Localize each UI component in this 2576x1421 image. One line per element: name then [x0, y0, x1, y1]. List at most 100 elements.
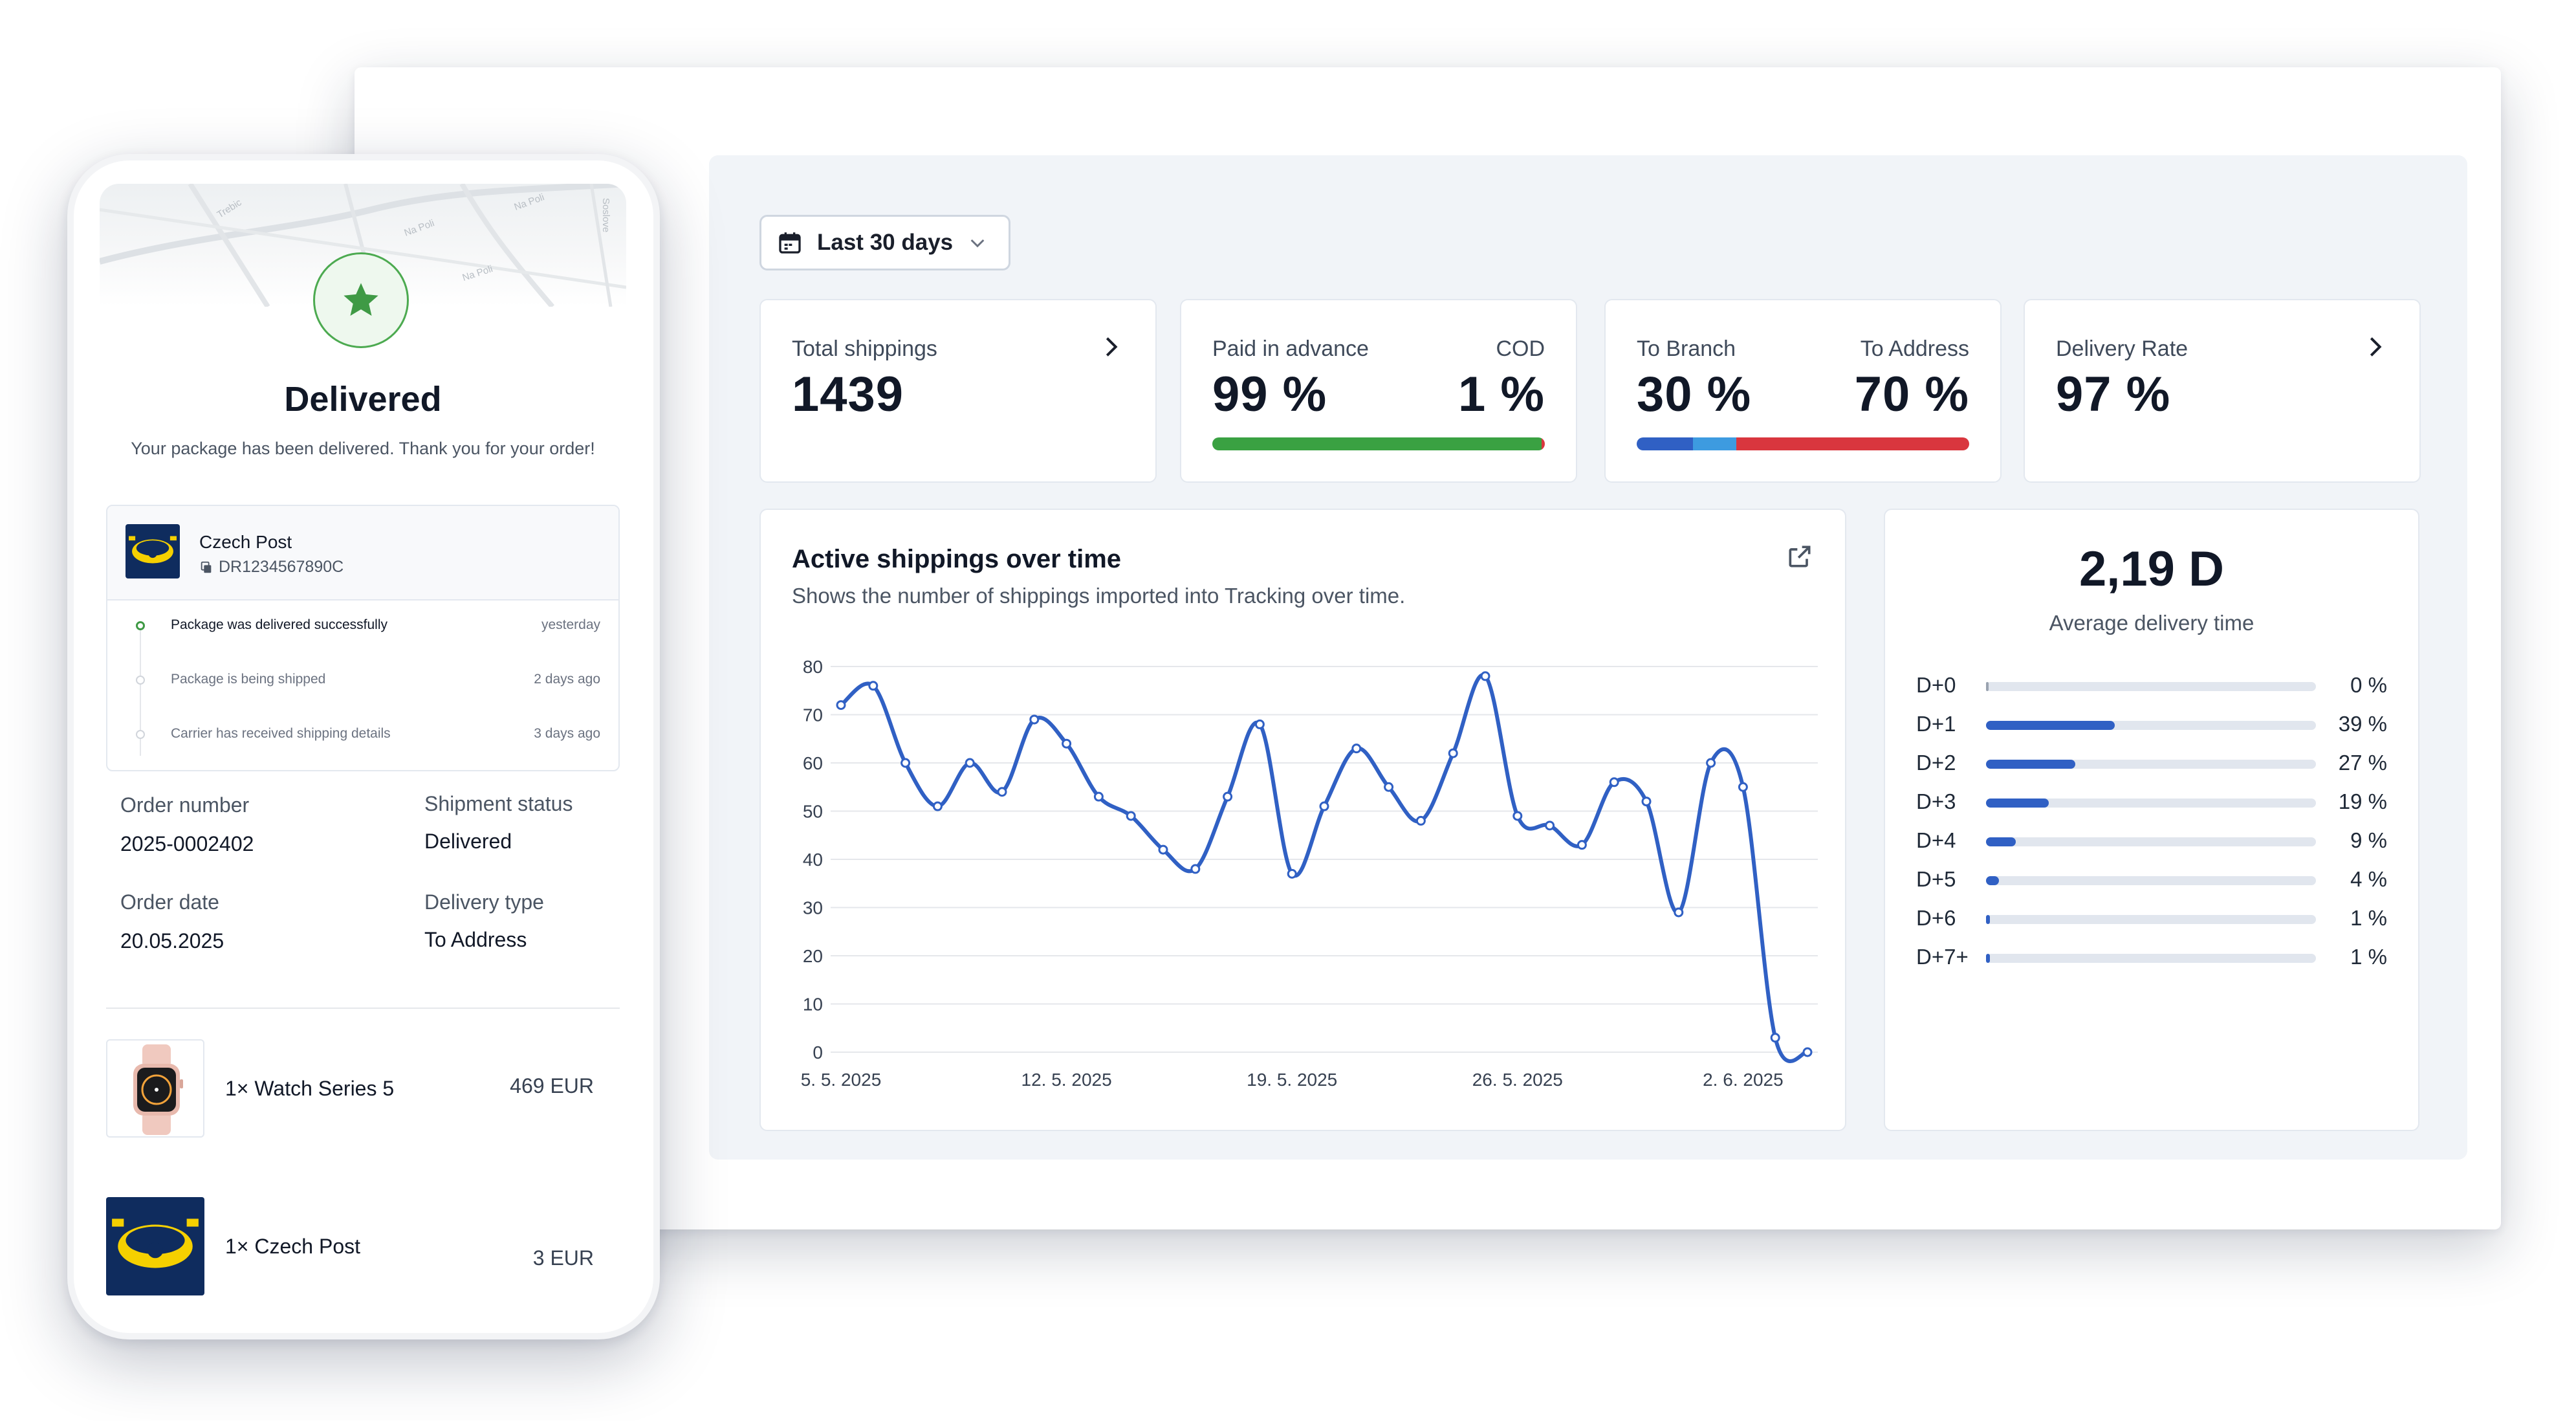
data-point: [1738, 782, 1748, 792]
y-tick-label: 0: [813, 1042, 823, 1063]
y-tick-label: 30: [803, 898, 823, 918]
delivery-day-label: D+6: [1916, 906, 1956, 930]
tracking-code-text: DR1234567890C: [219, 558, 344, 576]
delivery-bar-fill: [1986, 915, 1990, 924]
date-range-dropdown[interactable]: Last 30 days: [759, 215, 1010, 270]
data-point: [1351, 744, 1362, 754]
data-point: [1641, 797, 1652, 807]
delivery-distribution-row: D+0 0 %: [1916, 673, 2387, 699]
delivery-bar-track: [1986, 682, 2316, 691]
data-point: [1770, 1033, 1780, 1043]
data-point: [1093, 791, 1104, 802]
delivered-title: Delivered: [284, 380, 442, 419]
kpi-delivery-rate-label: Delivery Rate: [2056, 336, 2189, 361]
delivery-bar-fill: [1986, 721, 2115, 730]
data-point: [1029, 714, 1040, 725]
timeline-line: [140, 626, 141, 756]
data-point: [868, 681, 879, 691]
data-point: [1480, 671, 1490, 681]
data-point: [1674, 907, 1684, 918]
avg-delivery-label: Average delivery time: [2049, 611, 2254, 635]
delivery-day-label: D+0: [1916, 673, 1956, 697]
kpi-cod-label: COD: [1496, 336, 1545, 361]
kpi-to-address-value: 70 %: [1854, 367, 1969, 422]
delivery-bar-fill: [1986, 760, 2075, 769]
delivery-bar-track: [1986, 837, 2316, 846]
data-point: [1577, 840, 1587, 850]
delivery-distribution-row: D+1 39 %: [1916, 712, 2387, 738]
x-tick-label: 26. 5. 2025: [1472, 1070, 1563, 1090]
delivery-bar-fill: [1986, 876, 2000, 885]
data-point: [1384, 782, 1394, 792]
order-date-label: Order date: [120, 890, 219, 914]
delivery-distribution-row: D+4 9 %: [1916, 828, 2387, 854]
delivery-type-split-bar: [1637, 437, 1969, 450]
item-price: 469 EUR: [510, 1074, 594, 1097]
chart-title: Active shippings over time: [792, 545, 1122, 573]
kpi-to-branch-value: 30 %: [1637, 367, 1752, 422]
delivery-day-label: D+1: [1916, 712, 1956, 736]
delivery-distribution-row: D+3 19 %: [1916, 789, 2387, 815]
y-tick-label: 80: [803, 657, 823, 677]
payment-split-bar: [1212, 437, 1545, 450]
chevron-right-icon[interactable]: [1098, 334, 1124, 360]
kpi-total-shippings[interactable]: Total shippings 1439: [759, 299, 1157, 483]
data-point: [1158, 844, 1168, 855]
delivered-subtitle: Your package has been delivered. Thank y…: [131, 439, 595, 458]
watch-product-image: [106, 1039, 204, 1138]
data-point: [1415, 815, 1426, 826]
data-point: [1062, 738, 1072, 749]
kpi-total-shippings-label: Total shippings: [792, 336, 937, 361]
order-date-value: 20.05.2025: [120, 929, 224, 953]
delivery-percent: 27 %: [2338, 751, 2387, 775]
timeline-text: Package is being shipped: [171, 672, 326, 687]
timeline-step: Package was delivered successfully yester…: [107, 615, 618, 641]
data-point: [1319, 801, 1329, 811]
delivery-type-segment: [1637, 437, 1694, 450]
delivery-distribution-row: D+7+ 1 %: [1916, 945, 2387, 971]
series-line: [840, 673, 1809, 1063]
delivered-status-icon: [313, 252, 409, 348]
kpi-to-branch-label: To Branch: [1637, 336, 1736, 361]
y-tick-label: 70: [803, 705, 823, 725]
copy-icon[interactable]: [199, 560, 213, 575]
kpi-cod-value: 1 %: [1458, 367, 1545, 422]
timeline-text: Carrier has received shipping details: [171, 726, 391, 741]
timeline-dot: [136, 621, 145, 630]
data-point: [1609, 777, 1619, 788]
timeline-step: Carrier has received shipping details 3 d…: [107, 723, 618, 749]
timeline-step: Package is being shipped 2 days ago: [107, 669, 618, 695]
y-tick-label: 40: [803, 850, 823, 870]
line-chart: 0 10 20 30 40 50 60 70 80 5. 5. 2025 12. 5. 2025 19…: [801, 657, 1818, 1090]
delivery-bar-track: [1986, 915, 2316, 924]
y-tick-label: 20: [803, 946, 823, 966]
external-link-icon[interactable]: [1785, 542, 1814, 571]
kpi-delivery-rate[interactable]: Delivery Rate 97 %: [2024, 299, 2421, 483]
data-point: [1223, 791, 1233, 802]
chevron-right-icon[interactable]: [2363, 334, 2388, 360]
cod-segment: [1541, 437, 1545, 450]
y-tick-label: 50: [803, 802, 823, 822]
kpi-paid-in-advance-label: Paid in advance: [1212, 336, 1369, 361]
order-number-value: 2025-0002402: [120, 832, 254, 855]
delivery-type-label: Delivery type: [424, 890, 544, 914]
x-tick-label: 2. 6. 2025: [1703, 1070, 1784, 1090]
date-range-label: Last 30 days: [817, 230, 954, 255]
delivery-bar-fill: [1986, 799, 2049, 808]
chevron-down-icon: [970, 239, 985, 248]
chart-card: Active shippings over time Shows the num…: [759, 509, 1846, 1131]
delivery-bar-fill: [1986, 682, 1989, 691]
chart-subtitle: Shows the number of shippings imported i…: [792, 584, 1406, 608]
kpi-total-shippings-value: 1439: [792, 367, 904, 422]
delivery-type-value: To Address: [424, 928, 527, 951]
carrier-name: Czech Post: [199, 532, 292, 552]
data-point: [1802, 1047, 1813, 1057]
calendar-icon: [779, 232, 801, 254]
item-name: 1× Czech Post: [225, 1235, 360, 1258]
delivery-distribution-row: D+5 4 %: [1916, 867, 2387, 893]
x-tick-label: 19. 5. 2025: [1247, 1070, 1337, 1090]
tracking-code[interactable]: DR1234567890C: [199, 558, 344, 577]
czech-post-logo: [106, 1197, 204, 1295]
delivery-percent: 9 %: [2350, 828, 2387, 852]
delivery-type-segment: [1693, 437, 1737, 450]
